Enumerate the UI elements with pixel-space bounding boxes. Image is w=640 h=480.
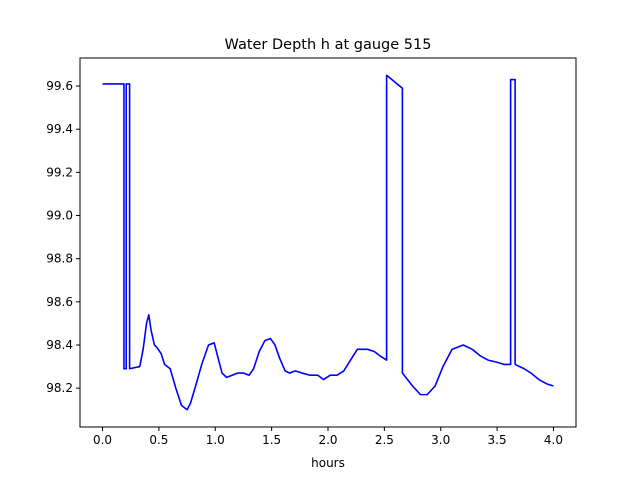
x-tick-label: 3.5 [488, 433, 507, 447]
x-tick-label: 0.5 [149, 433, 168, 447]
plot-area-background [80, 58, 576, 427]
plot-area-frame [79, 57, 577, 428]
x-tick-label: 1.0 [206, 433, 225, 447]
x-tick-label: 4.0 [544, 433, 563, 447]
x-axis-label: hours [311, 456, 345, 470]
y-tick-label: 99.0 [46, 209, 73, 223]
x-tick-label: 2.5 [375, 433, 394, 447]
y-tick-label: 99.4 [46, 122, 73, 136]
y-tick-label: 98.6 [46, 295, 73, 309]
y-tick-label: 98.2 [46, 381, 73, 395]
plot-layer [102, 74, 554, 411]
x-tick-label: 0.0 [93, 433, 112, 447]
x-tick-label: 1.5 [262, 433, 281, 447]
y-tick-label: 98.4 [46, 338, 73, 352]
y-axis-ticks: 98.2 98.4 98.6 98.8 99.0 99.2 99.4 99.6 [46, 79, 80, 395]
y-tick-label: 98.8 [46, 252, 73, 266]
water-depth-series-line [102, 74, 554, 411]
x-axis-ticks: 0.0 0.5 1.0 1.5 2.0 2.5 3.0 3.5 4.0 [93, 427, 563, 447]
x-tick-label: 3.0 [431, 433, 450, 447]
x-tick-label: 2.0 [318, 433, 337, 447]
chart-title: Water Depth h at gauge 515 [225, 37, 432, 53]
y-tick-label: 99.6 [46, 79, 73, 93]
y-tick-label: 99.2 [46, 165, 73, 179]
